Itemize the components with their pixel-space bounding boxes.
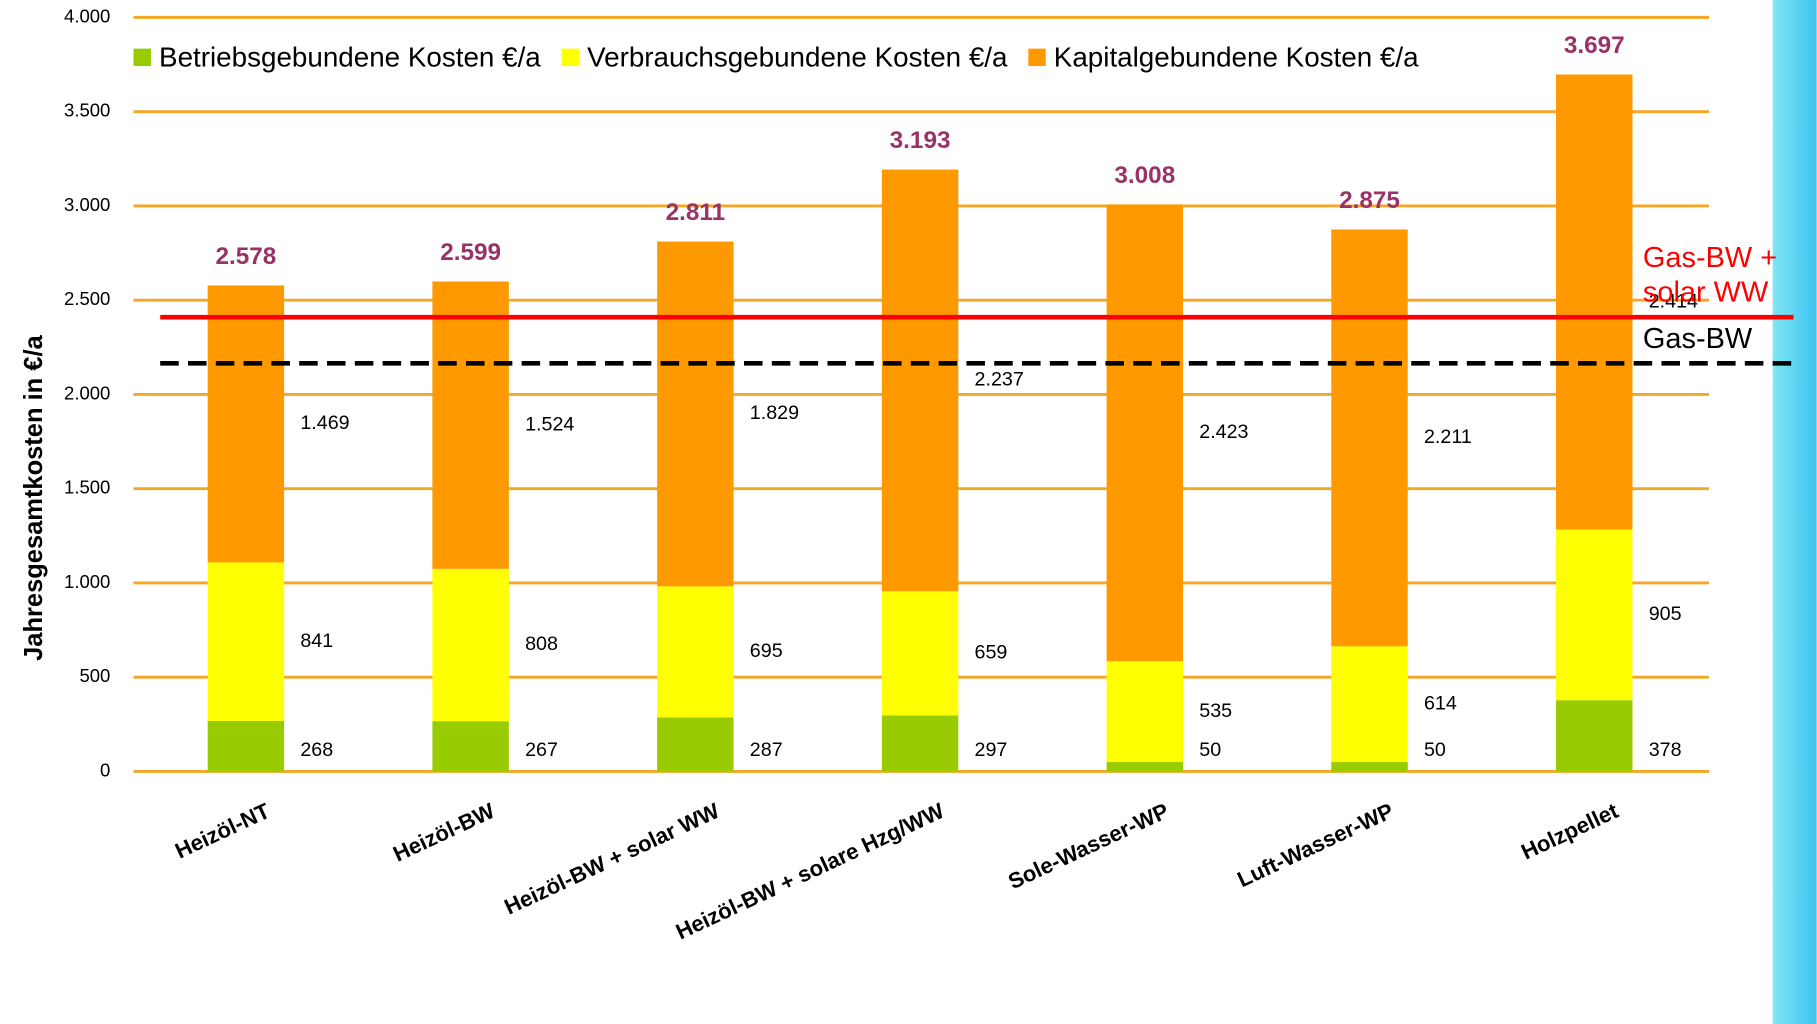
- legend-swatch: [561, 48, 579, 67]
- legend-label: Verbrauchsgebundene Kosten €/a: [587, 41, 1008, 72]
- total-label: 2.578: [215, 243, 276, 270]
- total-label: 2.599: [440, 239, 501, 266]
- x-tick-label: Sole-Wasser-WP: [1004, 798, 1172, 894]
- value-label: 50: [1199, 739, 1221, 761]
- x-tick-label: Luft-Wasser-WP: [1233, 798, 1397, 892]
- value-label: 808: [525, 633, 558, 655]
- value-label: 50: [1424, 739, 1446, 761]
- reference-label: solar WW: [1643, 277, 1769, 309]
- y-tick-label: 3.000: [64, 194, 110, 215]
- side-strip: [1772, 0, 1817, 1024]
- y-tick-label: 0: [100, 759, 110, 780]
- bar-segment: [1331, 646, 1408, 763]
- reference-label: Gas-BW +: [1643, 242, 1777, 274]
- x-tick-label: Holzpellet: [1517, 798, 1622, 865]
- bar-segment: [207, 562, 285, 721]
- value-label: 2.211: [1424, 426, 1472, 448]
- reference-label: Gas-BW: [1643, 323, 1753, 355]
- value-label: 1.829: [750, 402, 799, 424]
- value-label: 268: [300, 739, 333, 761]
- bar-segment: [1331, 229, 1408, 647]
- bar-segment: [657, 586, 734, 718]
- y-tick-label: 500: [79, 665, 110, 686]
- bar-segment: [1556, 74, 1633, 530]
- value-label: 659: [975, 642, 1008, 664]
- bar-segment: [207, 720, 285, 772]
- bar-segment: [657, 717, 734, 772]
- value-label: 614: [1424, 692, 1457, 714]
- bar-segment: [881, 715, 959, 772]
- value-label: 535: [1199, 700, 1232, 722]
- value-label: 287: [750, 739, 783, 761]
- value-label: 905: [1649, 603, 1682, 625]
- y-tick-label: 2.500: [64, 288, 110, 309]
- value-label: 1.469: [300, 412, 349, 434]
- value-label: 1.524: [525, 413, 574, 435]
- legend-swatch: [133, 48, 151, 67]
- total-label: 3.193: [890, 127, 951, 154]
- bar-segment: [1556, 700, 1633, 772]
- y-tick-label: 4.000: [64, 5, 110, 26]
- value-label: 297: [975, 739, 1008, 761]
- bar-segment: [432, 568, 509, 722]
- value-label: 695: [750, 640, 783, 662]
- bar-segment: [432, 281, 509, 569]
- x-tick-label: Heizöl-BW + solar WW: [500, 798, 723, 920]
- value-label: 2.237: [975, 369, 1024, 391]
- bar-segment: [881, 591, 959, 716]
- bar-segment: [881, 169, 959, 592]
- legend-label: Kapitalgebundene Kosten €/a: [1054, 41, 1419, 72]
- value-label: 378: [1649, 739, 1682, 761]
- bar-segment: [1106, 204, 1184, 662]
- total-label: 3.008: [1114, 162, 1175, 189]
- y-tick-label: 1.000: [64, 571, 110, 592]
- value-label: 267: [525, 739, 558, 761]
- y-tick-label: 3.500: [64, 100, 110, 121]
- value-label: 841: [300, 630, 333, 652]
- y-tick-label: 2.000: [64, 382, 110, 403]
- legend-label: Betriebsgebundene Kosten €/a: [159, 41, 541, 72]
- x-tick-label: Heizöl-BW: [389, 798, 498, 867]
- y-tick-label: 1.500: [64, 477, 110, 498]
- total-label: 2.811: [666, 199, 726, 226]
- bar-segment: [1106, 661, 1184, 763]
- bar-segment: [1331, 762, 1408, 772]
- value-label: 2.414: [1649, 290, 1698, 312]
- bar-segment: [1556, 529, 1633, 701]
- y-axis-label: Jahresgesamtkosten in €/a: [20, 334, 48, 660]
- total-label: 3.697: [1564, 32, 1625, 59]
- bar-segment: [657, 241, 734, 587]
- x-tick-label: Heizöl-NT: [171, 798, 274, 864]
- legend-swatch: [1028, 48, 1046, 67]
- bar-segment: [1106, 762, 1184, 772]
- total-label: 2.875: [1339, 187, 1400, 214]
- bar-segment: [207, 285, 285, 563]
- bar-segment: [432, 721, 509, 772]
- value-label: 2.423: [1199, 421, 1248, 443]
